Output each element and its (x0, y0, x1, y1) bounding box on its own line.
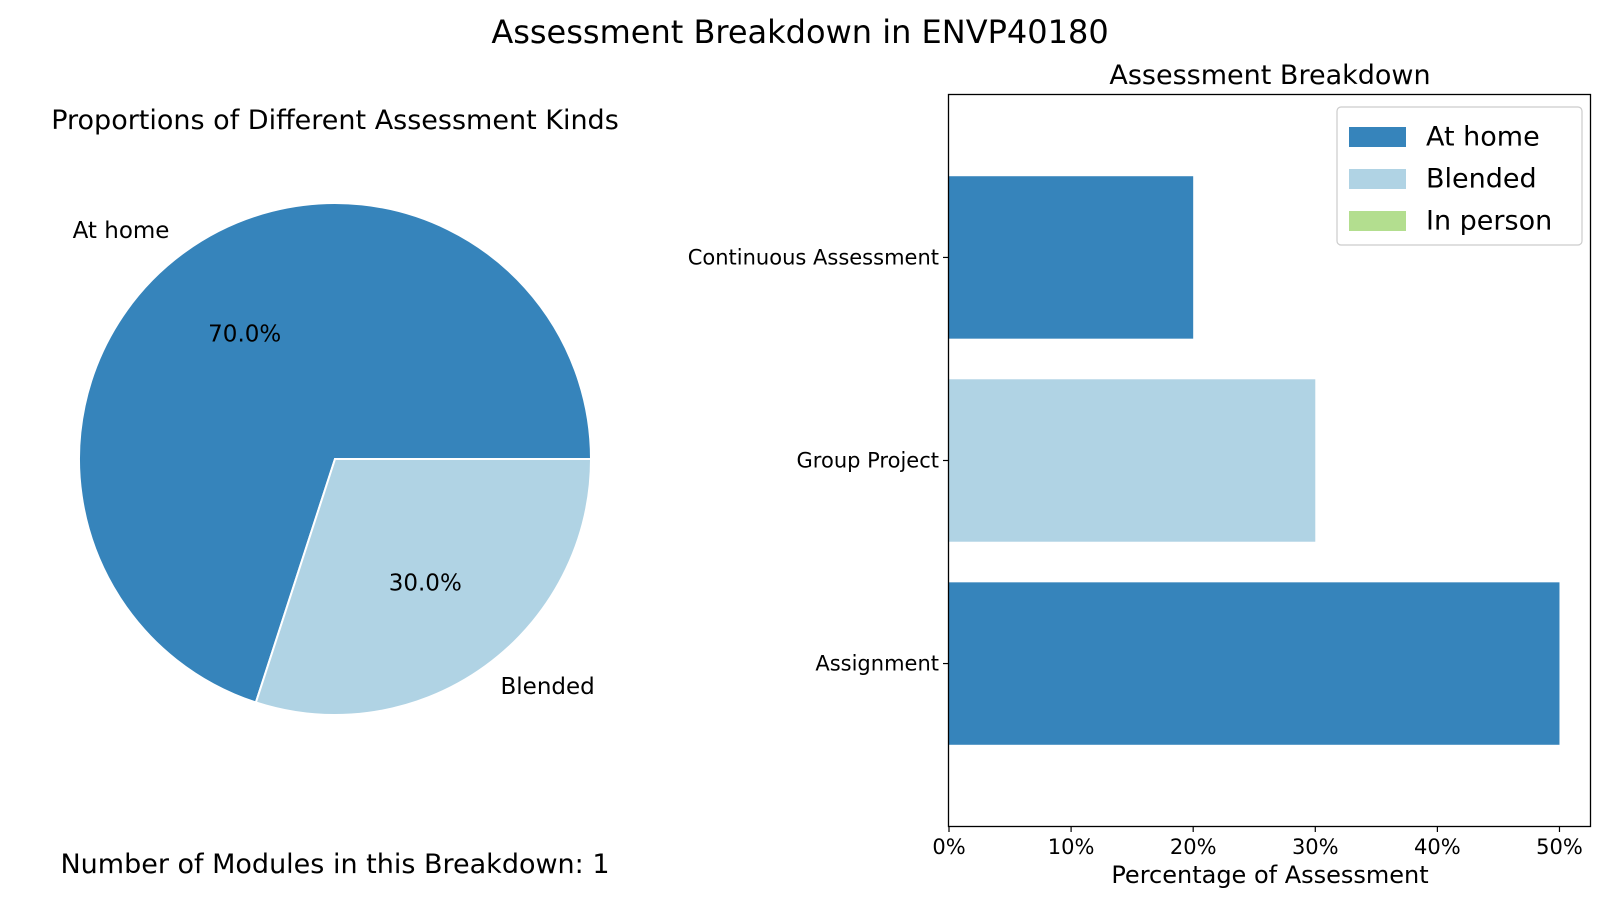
pie-slice-label: At home (73, 218, 170, 244)
y-axis: Continuous Assessment Group Project Assign… (688, 245, 949, 676)
bars (949, 176, 1560, 745)
legend-swatch (1349, 169, 1406, 189)
x-axis: 0% 10% 20% 30% 40% 50% (932, 826, 1583, 859)
pie-title: Proportions of Different Assessment Kind… (51, 105, 619, 136)
pie-slice (254, 458, 593, 716)
bar-title: Assessment Breakdown (1109, 60, 1430, 91)
pie-slice-label: Blended (501, 674, 595, 700)
x-tick-label: 0% (932, 835, 965, 859)
y-tick-label: Assignment (815, 652, 939, 676)
pie-slice (78, 202, 593, 704)
x-tick-label: 50% (1536, 835, 1583, 859)
x-tick-label: 10% (1048, 835, 1095, 859)
x-axis-label: Percentage of Assessment (1111, 861, 1428, 889)
legend-label: At home (1426, 122, 1540, 153)
bar (949, 582, 1560, 745)
x-tick-label: 30% (1292, 835, 1339, 859)
legend: At home Blended In person (1336, 106, 1583, 246)
legend-label: Blended (1426, 164, 1537, 195)
pie-percent-label: 70.0% (208, 322, 281, 348)
x-tick-label: 40% (1414, 835, 1461, 859)
legend-label: In person (1426, 206, 1552, 237)
legend-swatch (1349, 211, 1406, 231)
pie-chart: Proportions of Different Assessment Kind… (51, 105, 619, 716)
figure-title: Assessment Breakdown in ENVP40180 (491, 13, 1108, 51)
pie-percent-label: 30.0% (389, 570, 462, 596)
module-count-note: Number of Modules in this Breakdown: 1 (60, 849, 609, 880)
bar (949, 176, 1194, 339)
bar (949, 379, 1316, 542)
y-tick-label: Continuous Assessment (688, 245, 939, 269)
y-tick-label: Group Project (797, 449, 939, 473)
bar-chart: Assessment Breakdown Continuous Assessme… (688, 60, 1592, 889)
pie-labels: 70.0% At home 30.0% Blended (73, 218, 595, 700)
pie-slices (78, 202, 593, 716)
x-tick-label: 20% (1170, 835, 1217, 859)
legend-swatch (1349, 127, 1406, 147)
